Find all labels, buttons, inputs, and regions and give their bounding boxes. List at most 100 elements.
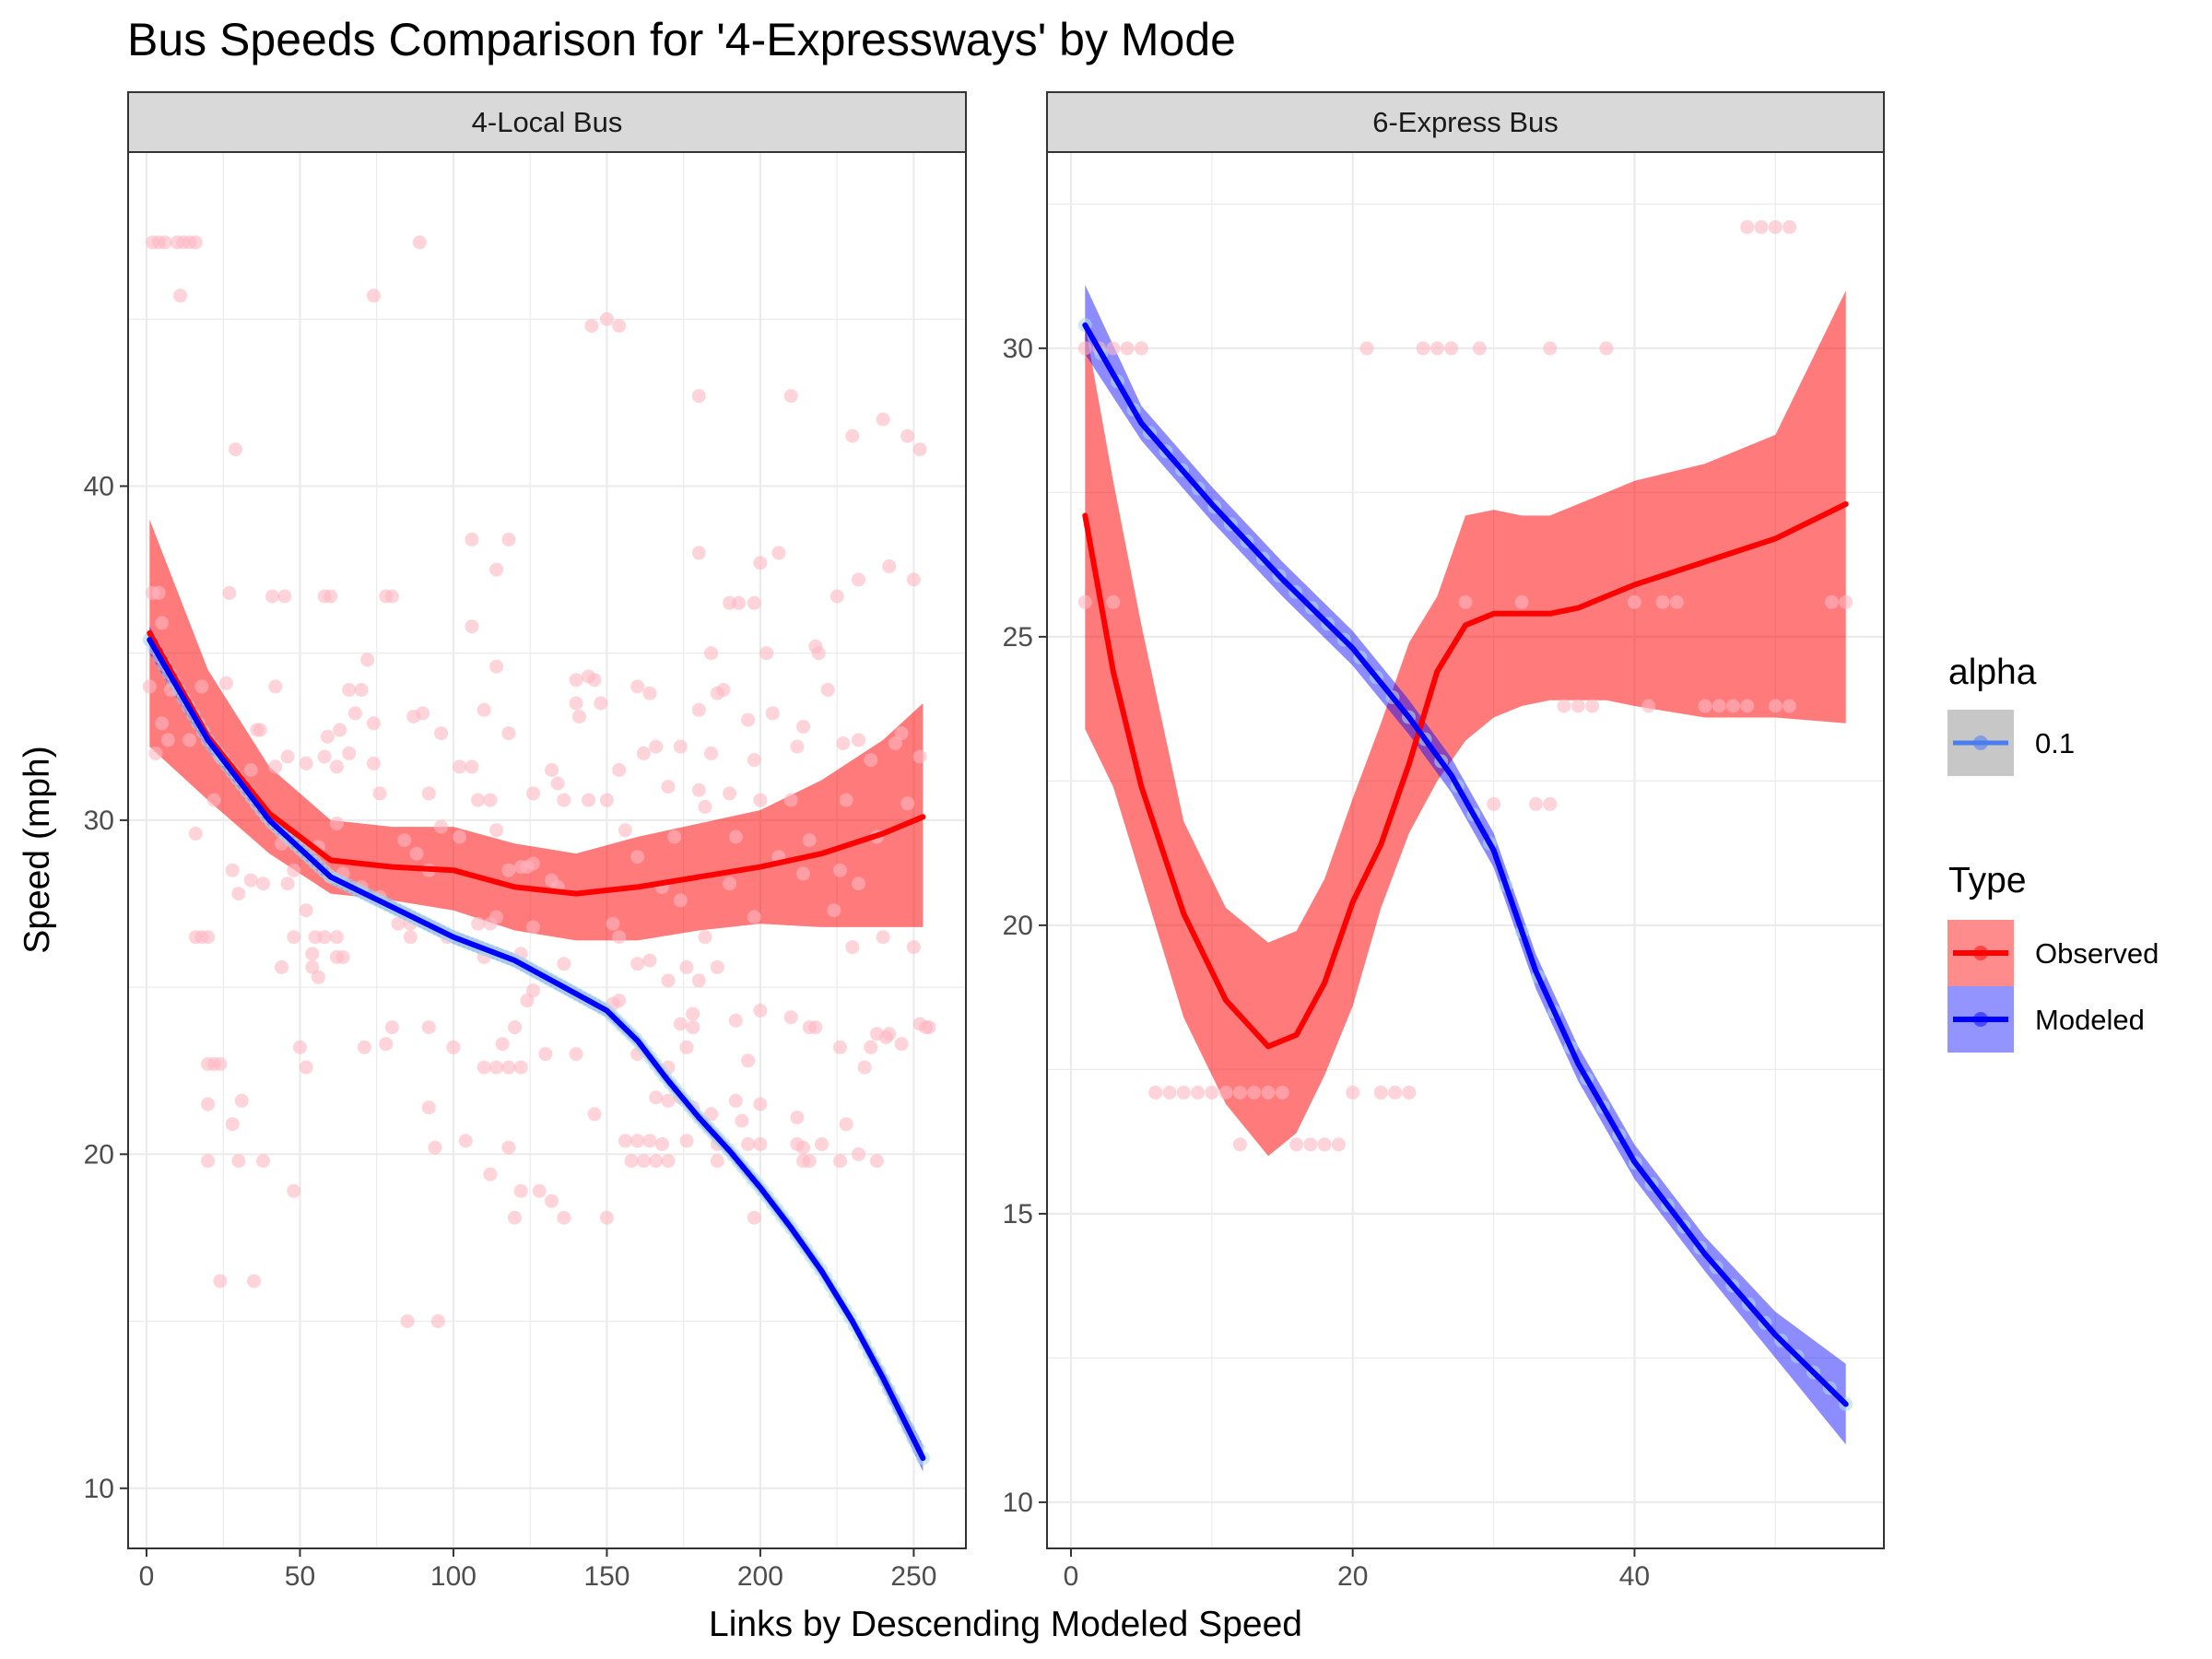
- panel-local-bus: 4-Local Bus 0 50 100 150 200 250 10 20 30 40: [84, 91, 967, 1592]
- data-point-observed: [796, 866, 810, 881]
- data-point-observed: [155, 616, 170, 630]
- data-point-observed: [765, 706, 780, 721]
- panel-border: [1046, 151, 1885, 1549]
- data-point-observed: [557, 1210, 571, 1225]
- data-point-observed: [1528, 796, 1543, 811]
- data-point-observed: [839, 1117, 853, 1132]
- data-point-observed: [582, 793, 595, 807]
- data-point-observed: [876, 930, 890, 945]
- data-point-observed: [612, 319, 627, 333]
- data-point-observed: [188, 826, 203, 841]
- data-point-observed: [1543, 341, 1558, 356]
- data-point-observed: [569, 673, 583, 688]
- data-point-observed: [710, 959, 724, 974]
- data-point-observed: [148, 746, 163, 760]
- data-point-observed: [1585, 699, 1600, 713]
- data-point-observed: [599, 312, 614, 326]
- data-point-observed: [1289, 1137, 1304, 1152]
- data-point-observed: [912, 1017, 927, 1031]
- data-point-observed: [489, 1060, 504, 1075]
- data-point-observed: [747, 753, 761, 768]
- data-point-observed: [642, 1134, 657, 1148]
- data-point-observed: [545, 763, 559, 777]
- data-point-observed: [526, 920, 540, 935]
- data-point-observed: [557, 793, 571, 807]
- data-point-observed: [599, 793, 614, 807]
- data-point-observed: [1458, 594, 1473, 609]
- data-point-observed: [160, 733, 175, 747]
- data-point-observed: [158, 235, 172, 250]
- data-point-observed: [550, 776, 565, 791]
- data-point-observed: [1388, 1085, 1403, 1100]
- data-point-observed: [403, 930, 418, 945]
- x-tick-label: 0: [139, 1561, 155, 1592]
- data-point-observed: [790, 1111, 805, 1124]
- data-point-observed: [654, 1136, 669, 1151]
- data-point-observed: [1698, 699, 1712, 713]
- data-point-observed: [287, 930, 301, 945]
- data-point-observed: [446, 1040, 461, 1054]
- strip-label-local-bus: 4-Local Bus: [472, 106, 623, 138]
- data-point-observed: [305, 947, 320, 961]
- trend-line-modeled: [1082, 322, 1849, 1407]
- data-point-observed: [280, 749, 295, 764]
- data-point-observed: [320, 729, 335, 744]
- data-point-observed: [495, 1037, 510, 1052]
- data-point-observed: [569, 696, 583, 711]
- data-point-observed: [569, 1047, 583, 1062]
- data-point-observed: [673, 1017, 688, 1031]
- data-point-observed: [876, 412, 890, 427]
- data-point-observed: [194, 679, 209, 694]
- data-point-observed: [642, 686, 657, 700]
- legend-title-alpha: alpha: [1948, 653, 2037, 692]
- data-point-observed: [771, 546, 786, 560]
- legend-label-modeled: Modeled: [2035, 1004, 2145, 1036]
- data-point-observed: [354, 683, 369, 697]
- data-point-observed: [747, 595, 761, 610]
- data-point-observed: [1627, 594, 1641, 609]
- data-point-observed: [329, 759, 344, 774]
- legend-title-type: Type: [1948, 861, 2027, 900]
- data-point-observed: [686, 1020, 700, 1035]
- data-point-observed: [501, 863, 516, 877]
- data-point-observed: [501, 1060, 516, 1075]
- data-point-observed: [379, 1037, 394, 1052]
- data-point-observed: [229, 442, 242, 457]
- data-point-observed: [869, 1027, 884, 1041]
- data-point-observed: [618, 1134, 632, 1148]
- data-point-observed: [820, 683, 835, 697]
- data-point-observed: [1599, 341, 1614, 356]
- data-point-observed: [1444, 341, 1459, 356]
- data-point-observed: [545, 1194, 559, 1208]
- data-point-observed: [453, 830, 467, 844]
- data-point-observed: [1134, 341, 1148, 356]
- data-point-observed: [1725, 699, 1740, 713]
- data-point-observed: [753, 556, 768, 571]
- data-point-observed: [526, 983, 540, 998]
- data-point-observed: [679, 1134, 694, 1148]
- data-point-observed: [201, 1097, 216, 1112]
- data-point-observed: [735, 1113, 749, 1128]
- data-point-observed: [1712, 699, 1726, 713]
- trend-line-modeled: [147, 637, 926, 1462]
- x-tick-label: 150: [583, 1561, 629, 1592]
- data-point-observed: [836, 736, 851, 750]
- data-point-observed: [391, 916, 406, 931]
- data-point-observed: [894, 1037, 909, 1052]
- x-tick-label: 100: [430, 1561, 477, 1592]
- legend-key-modeled-point: [1973, 1012, 1988, 1027]
- data-point-observed: [1514, 594, 1529, 609]
- strip-label-express-bus: 6-Express Bus: [1372, 106, 1559, 138]
- data-point-observed: [783, 1010, 798, 1025]
- data-point-observed: [753, 1004, 768, 1018]
- data-point-observed: [691, 546, 706, 560]
- data-point-observed: [845, 429, 860, 443]
- data-point-observed: [630, 1134, 645, 1148]
- data-point-observed: [1232, 1137, 1247, 1152]
- data-point-observed: [673, 893, 688, 908]
- data-point-observed: [759, 646, 774, 661]
- data-point-observed: [649, 739, 664, 754]
- y-tick-label: 20: [1003, 911, 1033, 941]
- data-point-observed: [900, 796, 915, 811]
- y-tick-label: 25: [1003, 622, 1033, 653]
